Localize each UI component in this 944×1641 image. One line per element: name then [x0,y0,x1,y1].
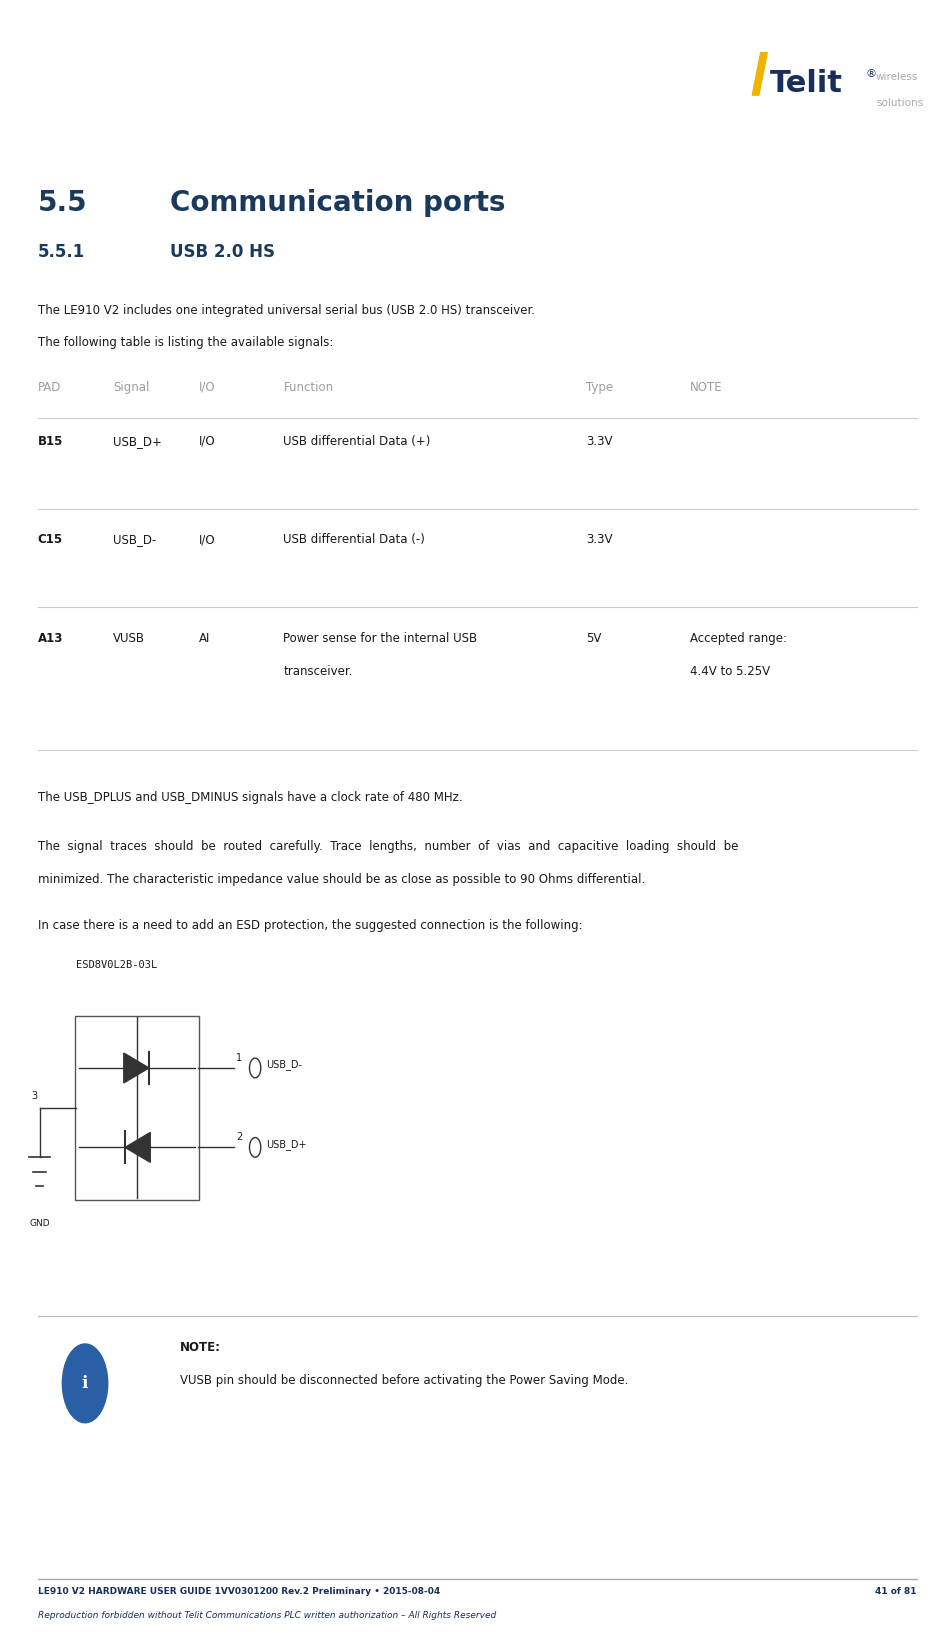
Text: USB 2.0 HS: USB 2.0 HS [170,243,275,261]
FancyBboxPatch shape [75,1016,199,1200]
Text: 3: 3 [31,1091,37,1101]
Text: minimized. The characteristic impedance value should be as close as possible to : minimized. The characteristic impedance … [38,873,645,886]
Text: 5.5: 5.5 [38,189,88,217]
Text: GND: GND [29,1219,50,1227]
Text: 5V: 5V [585,632,600,645]
Text: Communication ports: Communication ports [170,189,505,217]
Text: USB differential Data (-): USB differential Data (-) [283,533,425,546]
Text: USB_D-: USB_D- [113,533,157,546]
Text: solutions: solutions [875,98,922,108]
Polygon shape [125,1132,150,1162]
Text: LE910 V2 HARDWARE USER GUIDE 1VV0301200 Rev.2 Preliminary • 2015-08-04: LE910 V2 HARDWARE USER GUIDE 1VV0301200 … [38,1587,440,1595]
Text: 1: 1 [236,1054,242,1063]
Text: 41 of 81: 41 of 81 [874,1587,916,1595]
Text: In case there is a need to add an ESD protection, the suggested connection is th: In case there is a need to add an ESD pr… [38,919,582,932]
Text: USB_D+: USB_D+ [113,435,162,448]
Text: The  signal  traces  should  be  routed  carefully.  Trace  lengths,  number  of: The signal traces should be routed caref… [38,840,737,853]
Text: I/O: I/O [198,435,215,448]
Text: USB_D+: USB_D+ [266,1139,307,1150]
Text: ESD8V0L2B-03L: ESD8V0L2B-03L [76,960,157,970]
Polygon shape [751,53,767,95]
Text: The LE910 V2 includes one integrated universal serial bus (USB 2.0 HS) transceiv: The LE910 V2 includes one integrated uni… [38,304,534,317]
Text: C15: C15 [38,533,63,546]
Text: 5.5.1: 5.5.1 [38,243,85,261]
Text: 2: 2 [236,1132,243,1142]
Text: NOTE:: NOTE: [179,1341,220,1354]
Text: USB differential Data (+): USB differential Data (+) [283,435,430,448]
Text: AI: AI [198,632,210,645]
Text: 4.4V to 5.25V: 4.4V to 5.25V [689,665,769,678]
Text: A13: A13 [38,632,63,645]
Text: Signal: Signal [113,381,149,394]
Text: ®: ® [865,69,876,79]
Text: PAD: PAD [38,381,61,394]
Text: B15: B15 [38,435,63,448]
Circle shape [62,1344,108,1423]
Text: 3.3V: 3.3V [585,435,612,448]
Text: 3.3V: 3.3V [585,533,612,546]
Text: I/O: I/O [198,381,215,394]
Text: NOTE: NOTE [689,381,722,394]
Text: Power sense for the internal USB: Power sense for the internal USB [283,632,477,645]
Text: The USB_DPLUS and USB_DMINUS signals have a clock rate of 480 MHz.: The USB_DPLUS and USB_DMINUS signals hav… [38,791,462,804]
Text: Accepted range:: Accepted range: [689,632,786,645]
Text: Telit: Telit [769,69,842,98]
Text: USB_D-: USB_D- [266,1058,302,1070]
Text: wireless: wireless [875,72,918,82]
Text: transceiver.: transceiver. [283,665,353,678]
Text: The following table is listing the available signals:: The following table is listing the avail… [38,336,333,350]
Text: Type: Type [585,381,613,394]
Text: Function: Function [283,381,333,394]
Text: VUSB pin should be disconnected before activating the Power Saving Mode.: VUSB pin should be disconnected before a… [179,1374,627,1387]
Text: Reproduction forbidden without Telit Communications PLC written authorization – : Reproduction forbidden without Telit Com… [38,1611,496,1620]
Polygon shape [124,1054,149,1083]
Text: VUSB: VUSB [113,632,145,645]
Text: I/O: I/O [198,533,215,546]
Text: i: i [82,1375,88,1392]
